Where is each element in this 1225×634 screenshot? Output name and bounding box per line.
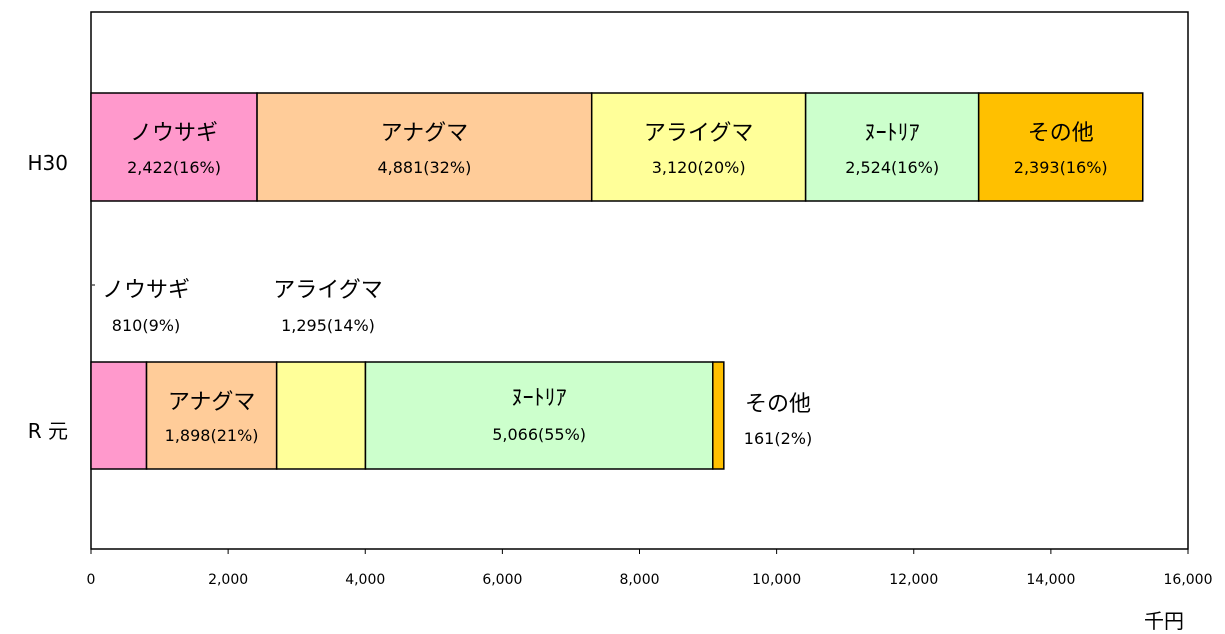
bar-segment	[977, 92, 1144, 202]
category-axis: H30 R 元	[28, 151, 69, 443]
series-label: その他	[745, 392, 811, 417]
data-label: 1,898(21%)	[165, 426, 259, 445]
x-tick-label: 8,000	[619, 572, 659, 588]
bar-segment	[364, 361, 714, 470]
data-label: 2,524(16%)	[845, 158, 939, 177]
x-tick-label: 2,000	[208, 572, 248, 588]
series-label: ノウサギ	[102, 278, 190, 303]
series-label: アライグマ	[273, 278, 383, 303]
unit-label: 千円	[1144, 609, 1184, 633]
bar-segment	[590, 92, 807, 202]
series-label: アライグマ	[644, 121, 754, 146]
bar-segment	[804, 92, 980, 202]
bar-segment	[90, 92, 258, 202]
bar-segments	[90, 92, 1144, 470]
data-labels: ノウサギ 2,422(16%) アナグマ 4,881(32%) アライグマ 3,120(2…	[92, 121, 1108, 448]
series-label: アナグマ	[168, 390, 256, 415]
bar-segment	[712, 361, 725, 470]
x-axis: 0 2,000 4,000 6,000 8,000 10,000 12,000 14,000 1…	[87, 549, 1213, 588]
category-label: R 元	[28, 419, 68, 443]
series-label: その他	[1028, 121, 1094, 146]
series-label: アナグマ	[381, 121, 469, 146]
data-label: 2,422(16%)	[127, 158, 221, 177]
x-tick-label: 0	[87, 572, 96, 588]
x-tick-label: 16,000	[1164, 572, 1213, 588]
series-label: ノウサギ	[130, 121, 218, 146]
x-tick-label: 6,000	[482, 572, 522, 588]
x-tick-label: 4,000	[345, 572, 385, 588]
x-tick-label: 12,000	[889, 572, 938, 588]
data-label: 4,881(32%)	[377, 158, 471, 177]
series-label: ﾇｰﾄﾘｱ	[512, 386, 567, 411]
data-label: 161(2%)	[744, 429, 812, 448]
x-tick-label: 10,000	[752, 572, 801, 588]
category-label: H30	[28, 151, 69, 175]
bar-segment	[256, 92, 593, 202]
data-label: 810(9%)	[112, 316, 180, 335]
series-label: ﾇｰﾄﾘｱ	[865, 121, 920, 146]
data-label: 2,393(16%)	[1014, 158, 1108, 177]
data-label: 5,066(55%)	[492, 425, 586, 444]
data-label: 3,120(20%)	[652, 158, 746, 177]
bar-segment	[90, 361, 148, 470]
x-tick-label: 14,000	[1026, 572, 1075, 588]
bar-segment	[275, 361, 367, 470]
data-label: 1,295(14%)	[281, 316, 375, 335]
bar-segment	[145, 361, 278, 470]
